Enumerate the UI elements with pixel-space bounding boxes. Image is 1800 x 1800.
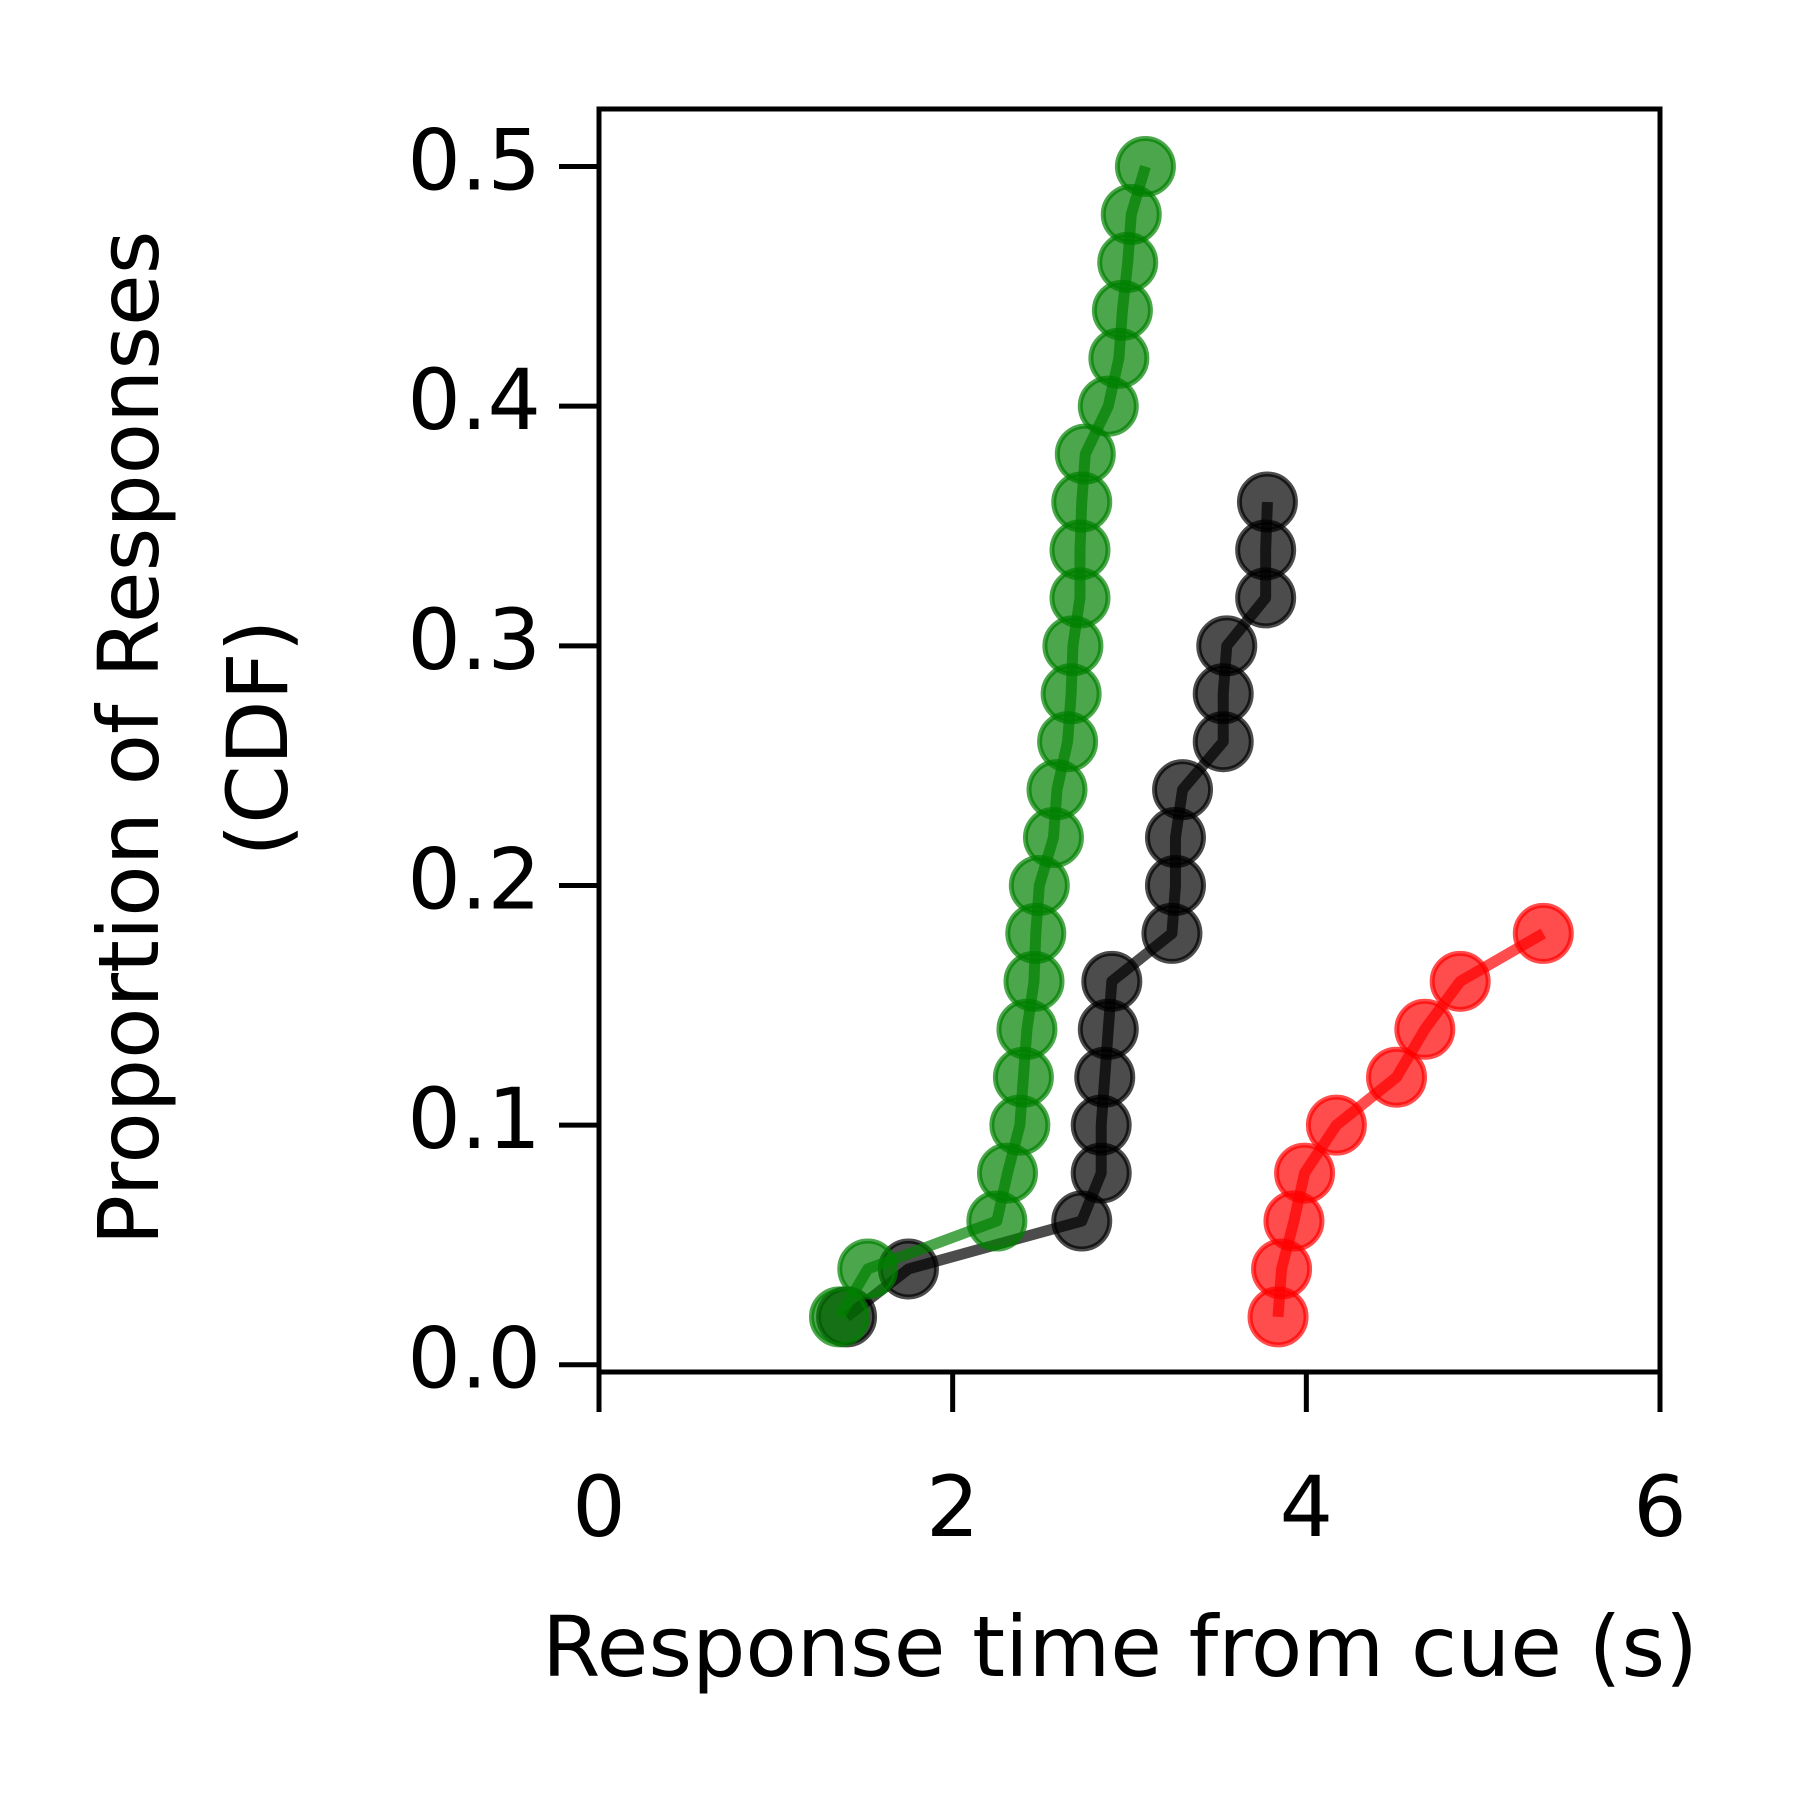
y-tick-label: 0.3	[407, 591, 541, 689]
plot-frame	[596, 106, 1663, 1375]
data-point	[837, 1238, 899, 1300]
x-tick-label: 4	[1280, 1458, 1333, 1556]
y-tick-label: 0.4	[407, 351, 541, 449]
y-tick-label: 0.5	[407, 111, 541, 209]
y-axis-label: (CDF)	[209, 619, 307, 856]
data-point	[1429, 950, 1491, 1012]
data-point	[1274, 1142, 1336, 1204]
data-point	[808, 1286, 870, 1348]
y-tick-label: 0.0	[407, 1310, 541, 1408]
x-tick-label: 2	[926, 1458, 979, 1556]
data-point	[1152, 759, 1214, 821]
data-point	[1305, 1094, 1367, 1156]
data-point	[1512, 902, 1574, 964]
data-point	[1114, 136, 1176, 198]
y-tick-label: 0.2	[407, 830, 541, 928]
data-point	[1196, 615, 1258, 677]
y-tick-label: 0.1	[407, 1070, 541, 1168]
x-tick-label: 6	[1633, 1458, 1686, 1556]
data-point	[1394, 998, 1456, 1060]
y-axis-label: Proportion of Responses	[80, 231, 178, 1246]
data-point	[1081, 950, 1143, 1012]
data-point	[1236, 471, 1298, 533]
x-axis-label: Response time from cue (s)	[542, 1598, 1698, 1696]
x-tick-label: 0	[572, 1458, 625, 1556]
data-point	[1366, 1046, 1428, 1108]
